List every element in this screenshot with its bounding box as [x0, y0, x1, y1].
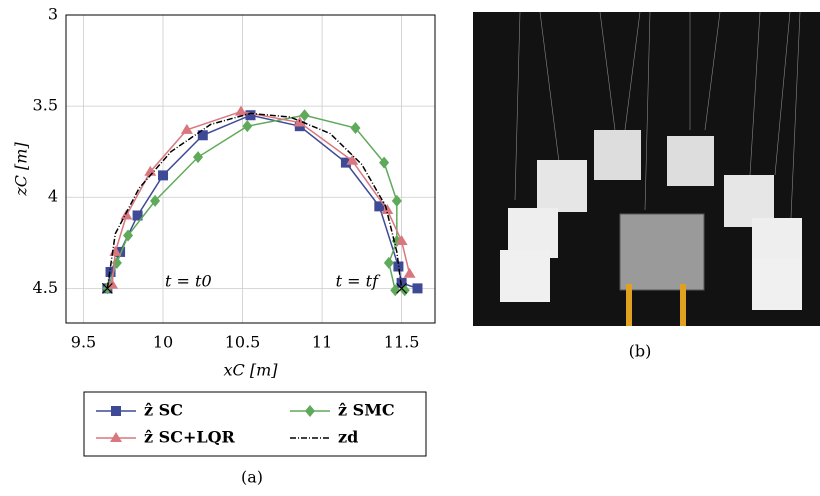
marker: [374, 201, 385, 212]
legend-box: [83, 391, 427, 457]
marker: [293, 116, 306, 127]
marker: [115, 246, 126, 257]
marker: [350, 121, 361, 134]
y-tick-label: 4.5: [33, 278, 58, 297]
end-cross: [101, 282, 113, 294]
plot-frame: [65, 14, 436, 324]
end-cross: [396, 282, 408, 294]
marker: [150, 194, 161, 207]
x-tick-label: 9.5: [71, 333, 96, 352]
y-axis-label: zC [m]: [12, 142, 31, 197]
x-tick-label: 10.5: [225, 333, 261, 352]
marker: [403, 267, 416, 278]
x-tick-label: 10: [153, 333, 173, 352]
x-tick-label: 11.5: [384, 333, 420, 352]
marker: [391, 194, 402, 207]
marker: [346, 154, 359, 165]
x-tick-label: 11: [312, 333, 332, 352]
marker: [412, 283, 423, 294]
y-tick-label: 3: [48, 5, 58, 24]
marker: [381, 204, 394, 215]
marker: [180, 123, 193, 134]
y-tick-label: 4: [48, 187, 58, 206]
marker: [110, 432, 122, 442]
marker: [193, 151, 204, 164]
marker: [242, 120, 253, 133]
y-tick-label: 3.5: [33, 96, 58, 115]
marker: [340, 157, 351, 168]
marker: [111, 406, 121, 416]
marker: [234, 105, 247, 116]
annotation: t = t0: [165, 272, 212, 291]
marker: [305, 405, 315, 417]
legend: ẑ SC ẑ SMC ẑ SC+LQR zd: [83, 391, 427, 457]
marker: [132, 210, 143, 221]
series-line: [106, 112, 403, 289]
legend-label: zd: [338, 428, 358, 447]
marker: [390, 284, 401, 297]
marker: [144, 165, 157, 176]
x-axis-label: xC [m]: [223, 361, 278, 380]
marker: [120, 209, 133, 220]
legend-label: ẑ SMC: [338, 401, 395, 420]
marker: [158, 170, 169, 181]
caption: (b): [629, 342, 652, 361]
legend-label: ẑ SC: [144, 401, 183, 420]
legend-label: ẑ SC+LQR: [144, 428, 236, 447]
marker: [105, 266, 116, 277]
marker: [383, 256, 394, 269]
marker: [379, 156, 390, 169]
marker: [395, 234, 408, 245]
photo: [473, 11, 820, 326]
marker: [197, 130, 208, 141]
marker: [299, 109, 310, 122]
marker: [245, 110, 256, 121]
caption: (a): [241, 468, 263, 487]
annotation: t = tf: [336, 272, 381, 291]
marker: [123, 229, 134, 242]
